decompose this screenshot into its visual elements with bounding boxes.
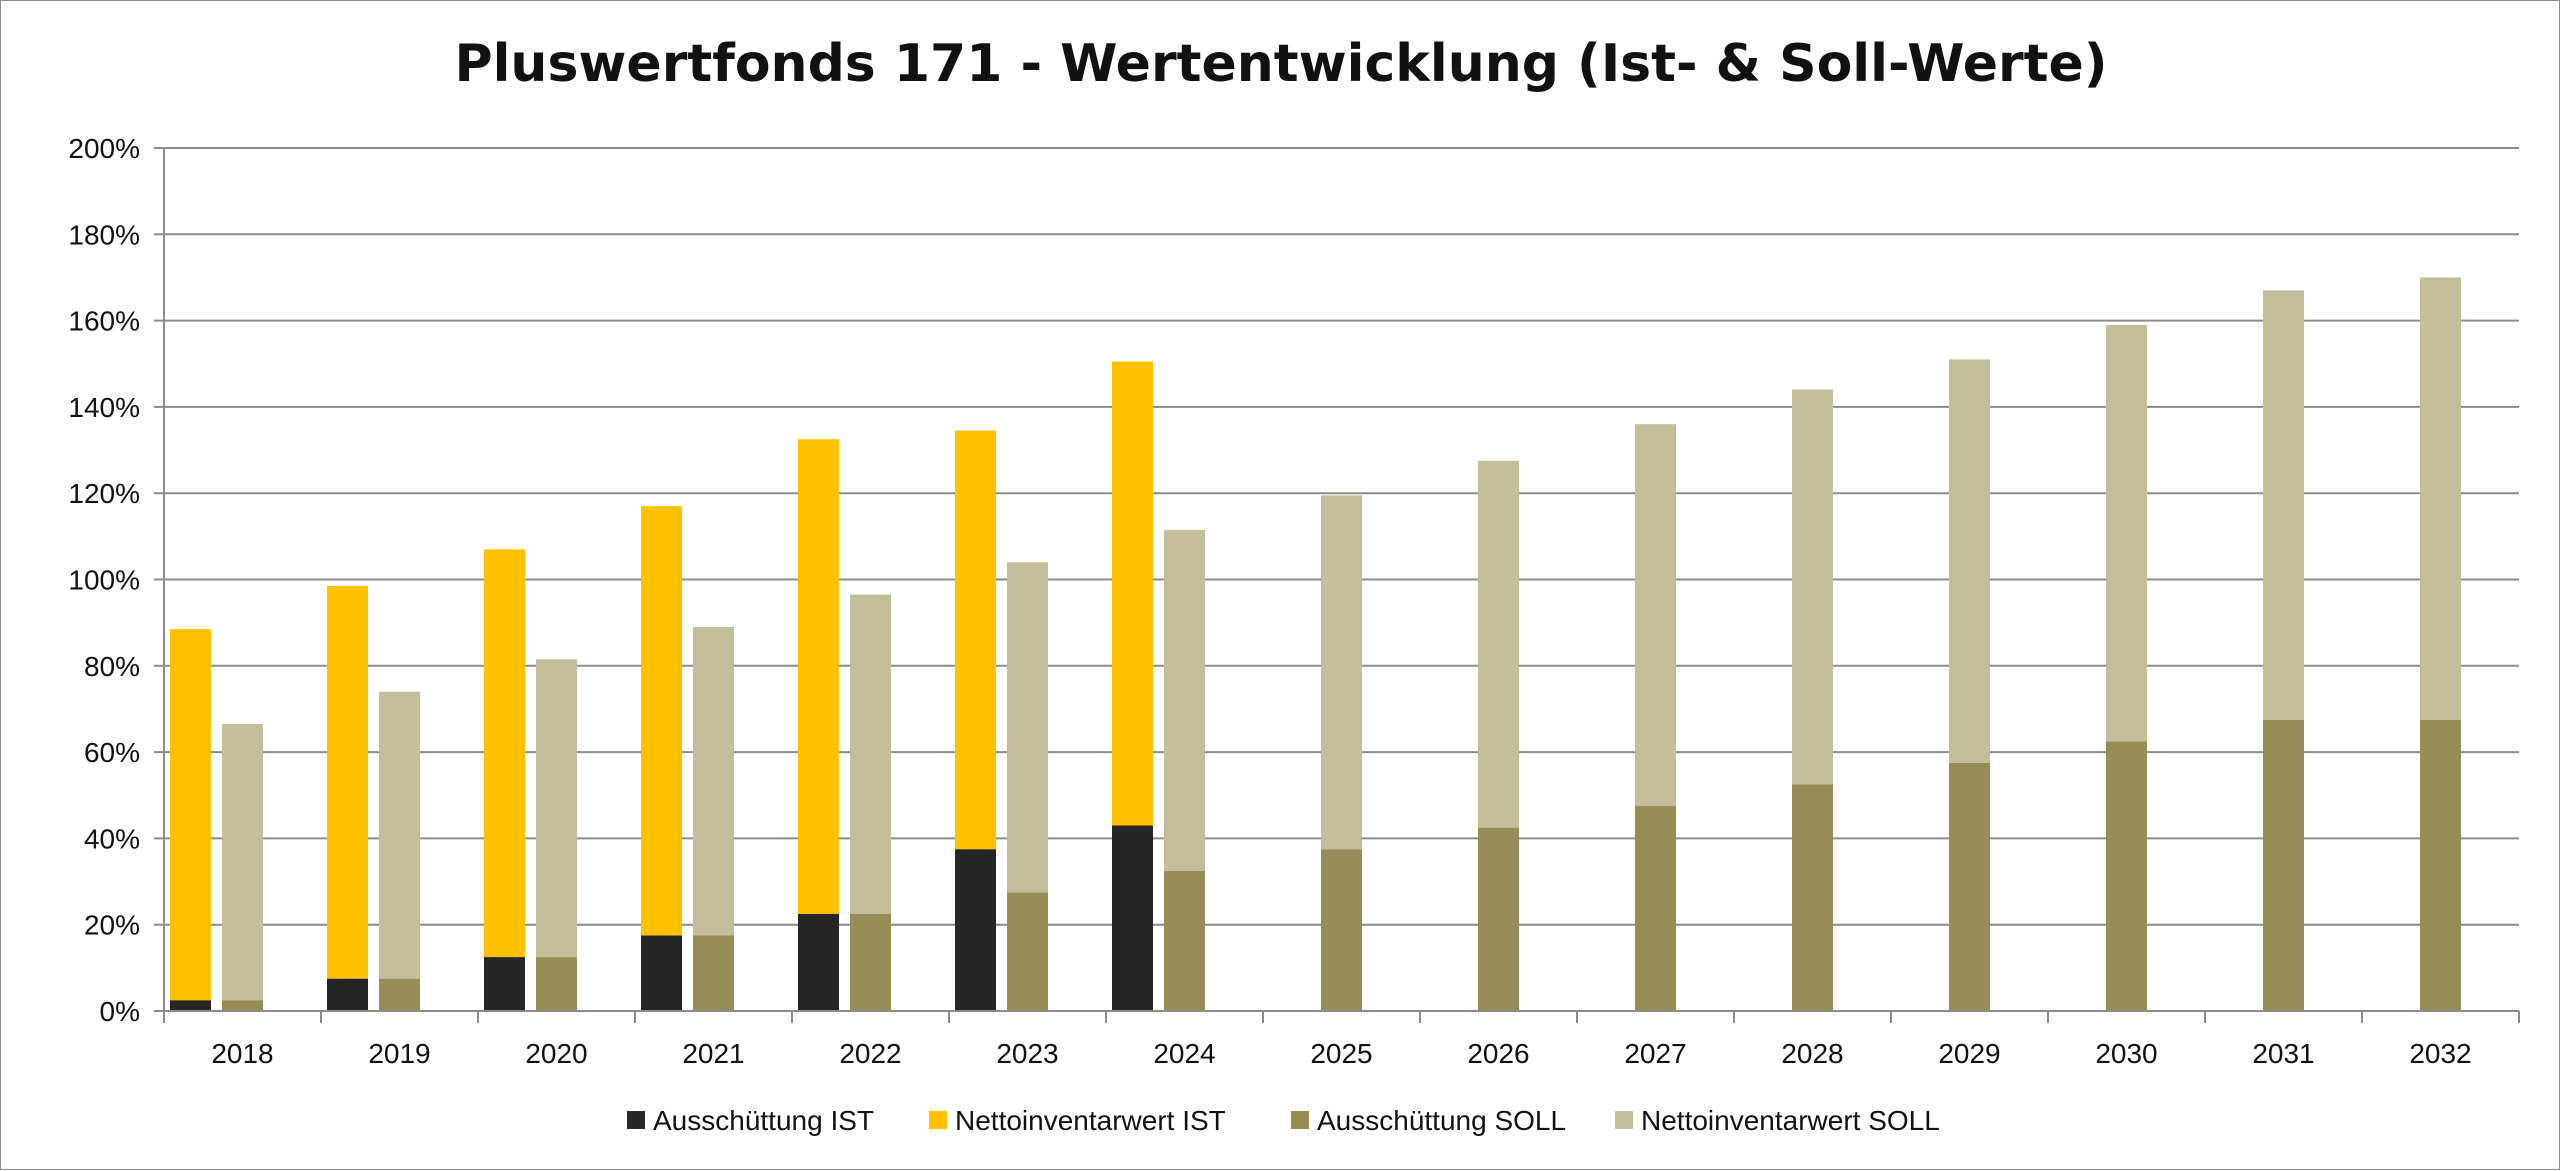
bar-aussch-ttung-ist-2019 xyxy=(327,978,368,1011)
x-tick-label: 2032 xyxy=(2409,1038,2471,1069)
bar-aussch-ttung-soll-2023 xyxy=(1007,892,1048,1011)
x-axis: 2018 2019 2020 2021 2022 2023 2024 2025 2026 2027… xyxy=(163,1010,2520,1069)
y-tick-label: 120% xyxy=(68,478,140,509)
bar-nettoinventarwert-soll-2031 xyxy=(2263,290,2304,720)
bar-aussch-ttung-ist-2023 xyxy=(955,849,996,1011)
bar-nettoinventarwert-soll-2024 xyxy=(1164,529,1205,871)
bar-aussch-ttung-soll-2025 xyxy=(1321,849,1362,1011)
y-tick-label: 140% xyxy=(68,392,140,423)
y-tick-label: 0% xyxy=(100,996,140,1027)
legend: Ausschüttung IST Nettoinventarwert IST Aus… xyxy=(627,1105,1940,1136)
bar-aussch-ttung-ist-2021 xyxy=(641,935,682,1011)
bar-nettoinventarwert-soll-2028 xyxy=(1792,389,1833,785)
bar-nettoinventarwert-ist-2022 xyxy=(798,439,839,914)
x-tick-label: 2028 xyxy=(1781,1038,1843,1069)
y-tick-label: 200% xyxy=(68,133,140,164)
y-tick-label: 80% xyxy=(84,651,140,682)
bar-nettoinventarwert-soll-2023 xyxy=(1007,562,1048,893)
bar-nettoinventarwert-soll-2030 xyxy=(2106,324,2147,742)
legend-swatch xyxy=(1615,1111,1633,1129)
bar-aussch-ttung-soll-2032 xyxy=(2420,719,2461,1011)
x-tick-label: 2024 xyxy=(1153,1038,1215,1069)
bar-nettoinventarwert-soll-2021 xyxy=(693,626,734,936)
x-tick-label: 2021 xyxy=(682,1038,744,1069)
bar-aussch-ttung-soll-2022 xyxy=(850,913,891,1011)
legend-swatch xyxy=(1291,1111,1309,1129)
bar-aussch-ttung-soll-2027 xyxy=(1635,806,1676,1011)
bar-nettoinventarwert-soll-2022 xyxy=(850,594,891,914)
bar-aussch-ttung-ist-2018 xyxy=(170,1000,211,1011)
x-tick-label: 2023 xyxy=(996,1038,1058,1069)
bar-aussch-ttung-ist-2022 xyxy=(798,913,839,1011)
bar-nettoinventarwert-soll-2018 xyxy=(222,724,263,1001)
x-tick-label: 2031 xyxy=(2252,1038,2314,1069)
bar-nettoinventarwert-ist-2020 xyxy=(484,549,525,958)
y-tick-label: 100% xyxy=(68,565,140,596)
bar-nettoinventarwert-soll-2019 xyxy=(379,691,420,979)
bar-aussch-ttung-ist-2020 xyxy=(484,957,525,1011)
bar-nettoinventarwert-ist-2024 xyxy=(1112,361,1153,826)
legend-label: Ausschüttung SOLL xyxy=(1317,1105,1566,1136)
bar-nettoinventarwert-soll-2020 xyxy=(536,659,577,958)
bar-aussch-ttung-soll-2026 xyxy=(1478,827,1519,1011)
y-tick-label: 60% xyxy=(84,737,140,768)
x-tick-label: 2029 xyxy=(1938,1038,2000,1069)
chart-title: Pluswertfonds 171 - Wertentwicklung (Ist… xyxy=(454,34,2107,94)
y-tick-label: 160% xyxy=(68,306,140,337)
x-tick-label: 2025 xyxy=(1310,1038,1372,1069)
bar-aussch-ttung-ist-2024 xyxy=(1112,825,1153,1011)
bar-aussch-ttung-soll-2018 xyxy=(222,1000,263,1011)
y-tick-label: 20% xyxy=(84,910,140,941)
bar-nettoinventarwert-soll-2032 xyxy=(2420,277,2461,720)
bar-nettoinventarwert-ist-2018 xyxy=(170,629,211,1001)
bar-aussch-ttung-soll-2021 xyxy=(693,935,734,1011)
bar-aussch-ttung-soll-2031 xyxy=(2263,719,2304,1011)
bar-nettoinventarwert-soll-2026 xyxy=(1478,460,1519,828)
bar-nettoinventarwert-ist-2019 xyxy=(327,585,368,979)
x-tick-label: 2019 xyxy=(368,1038,430,1069)
legend-label: Nettoinventarwert IST xyxy=(955,1105,1226,1136)
bars xyxy=(170,277,2461,1011)
x-tick-label: 2018 xyxy=(211,1038,273,1069)
bar-nettoinventarwert-soll-2025 xyxy=(1321,495,1362,850)
legend-swatch xyxy=(627,1111,645,1129)
bar-aussch-ttung-soll-2029 xyxy=(1949,762,1990,1011)
legend-swatch xyxy=(929,1111,947,1129)
bar-aussch-ttung-soll-2028 xyxy=(1792,784,1833,1011)
bar-nettoinventarwert-soll-2027 xyxy=(1635,424,1676,807)
legend-label: Nettoinventarwert SOLL xyxy=(1641,1105,1940,1136)
y-tick-label: 180% xyxy=(68,219,140,250)
y-axis: 0% 20% 40% 60% 80% 100% 120% 140% 160% 180% 200% xyxy=(68,133,165,1027)
x-tick-label: 2027 xyxy=(1624,1038,1686,1069)
bar-aussch-ttung-soll-2019 xyxy=(379,978,420,1011)
x-tick-label: 2020 xyxy=(525,1038,587,1069)
bar-aussch-ttung-soll-2020 xyxy=(536,957,577,1011)
bar-nettoinventarwert-ist-2023 xyxy=(955,430,996,850)
bar-aussch-ttung-soll-2030 xyxy=(2106,741,2147,1011)
bar-nettoinventarwert-soll-2029 xyxy=(1949,359,1990,763)
y-tick-label: 40% xyxy=(84,823,140,854)
bar-aussch-ttung-soll-2024 xyxy=(1164,870,1205,1011)
bar-nettoinventarwert-ist-2021 xyxy=(641,506,682,936)
x-tick-label: 2026 xyxy=(1467,1038,1529,1069)
legend-label: Ausschüttung IST xyxy=(653,1105,874,1136)
x-tick-label: 2030 xyxy=(2095,1038,2157,1069)
x-tick-label: 2022 xyxy=(839,1038,901,1069)
